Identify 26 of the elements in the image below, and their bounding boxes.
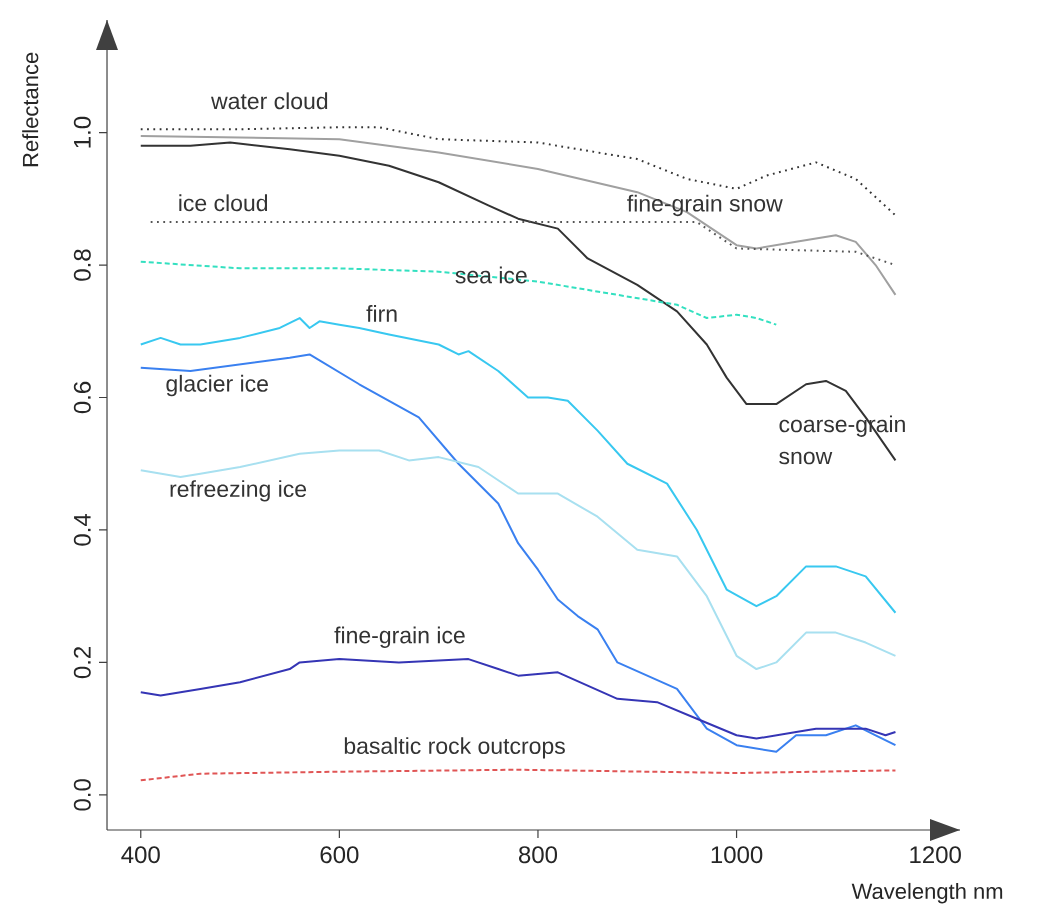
line-series (139, 449, 897, 671)
y-tick-label: 1.0 (73, 116, 91, 148)
series-label: firn (366, 305, 397, 322)
x-axis-title: Wavelength nm (851, 882, 1003, 904)
series-label: refreezing ice (170, 480, 307, 502)
x-tick-label: 600 (320, 846, 359, 864)
series-label: basaltic rock outcrops (344, 737, 565, 759)
series-label: ice cloud (179, 194, 268, 212)
y-tick-label: 0.4 (73, 513, 91, 546)
y-tick-label: 0.6 (73, 381, 91, 414)
x-tick-label: 800 (518, 846, 558, 864)
series-label: water cloud (211, 92, 328, 110)
x-tick-label: 1200 (910, 846, 961, 864)
line-series (139, 768, 897, 782)
x-tick-label: 1000 (711, 846, 763, 864)
series-label: fine-grain ice (334, 626, 465, 648)
y-tick-label: 0.0 (73, 779, 91, 811)
series-label: glacier ice (166, 374, 268, 397)
line-series (139, 126, 897, 217)
y-tick-label: 0.8 (73, 249, 91, 281)
series-label: fine-grain snow (627, 194, 783, 217)
line-series (139, 260, 778, 326)
line-series (139, 134, 897, 296)
y-tick-label: 0.2 (73, 646, 91, 679)
y-axis-title: Reflectance (22, 52, 39, 167)
x-tick-label: 400 (121, 846, 160, 864)
